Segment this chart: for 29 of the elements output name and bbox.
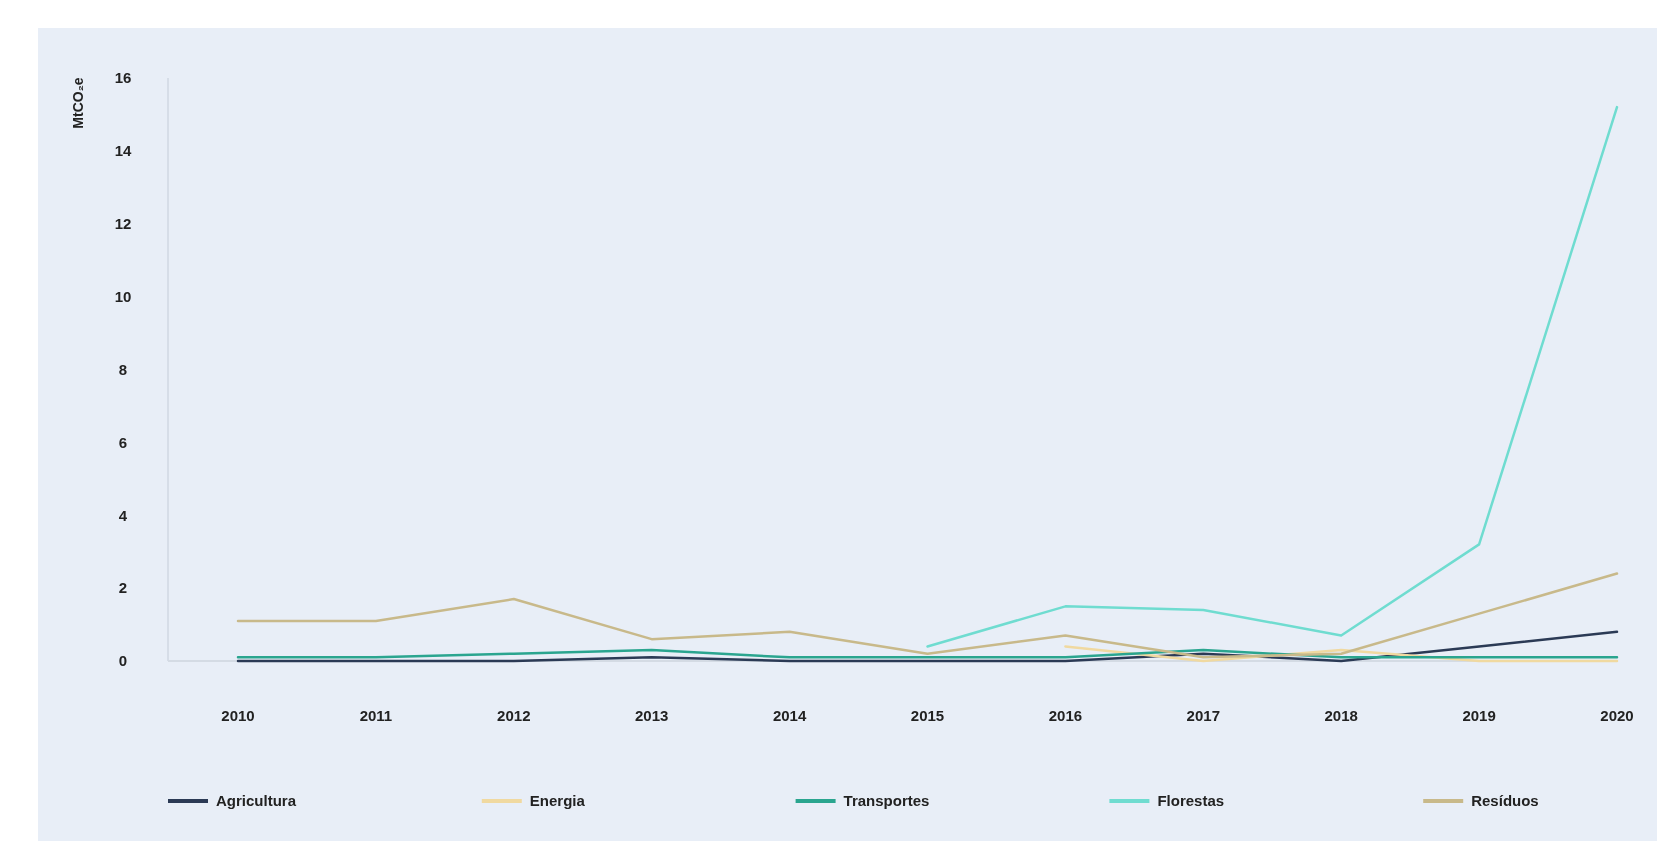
y-tick-label: 0 bbox=[118, 652, 128, 670]
x-tick-label: 2010 bbox=[221, 707, 255, 724]
legend-label: Florestas bbox=[1157, 792, 1225, 810]
x-tick-label: 2014 bbox=[772, 707, 807, 724]
x-tick-label: 2017 bbox=[1186, 707, 1220, 724]
x-tick-label: 2013 bbox=[635, 707, 669, 724]
x-tick-label: 2020 bbox=[1600, 707, 1634, 724]
y-tick-label: 16 bbox=[114, 69, 132, 87]
x-tick-label: 2011 bbox=[359, 707, 393, 724]
line-series bbox=[926, 105, 1619, 648]
y-tick-label: 2 bbox=[118, 579, 128, 597]
legend-label: Resíduos bbox=[1471, 792, 1539, 810]
line-series bbox=[236, 572, 1619, 659]
y-tick-label: 8 bbox=[118, 360, 128, 378]
y-axis-title: MtCO₂e bbox=[70, 77, 86, 129]
x-tick-label: 2015 bbox=[910, 707, 945, 724]
y-tick-label: 10 bbox=[114, 287, 132, 305]
legend-label: Energia bbox=[529, 792, 586, 810]
x-tick-label: 2012 bbox=[497, 707, 531, 724]
x-tick-label: 2018 bbox=[1324, 707, 1358, 724]
line-series bbox=[236, 630, 1619, 663]
y-tick-label: 14 bbox=[114, 142, 132, 160]
y-tick-label: 12 bbox=[114, 215, 132, 232]
y-tick-label: 6 bbox=[118, 433, 128, 451]
x-tick-label: 2016 bbox=[1048, 707, 1083, 724]
x-tick-label: 2019 bbox=[1462, 707, 1496, 724]
legend-label: Transportes bbox=[843, 792, 930, 810]
legend-label: Agricultura bbox=[216, 792, 297, 810]
y-tick-label: 4 bbox=[118, 506, 128, 524]
